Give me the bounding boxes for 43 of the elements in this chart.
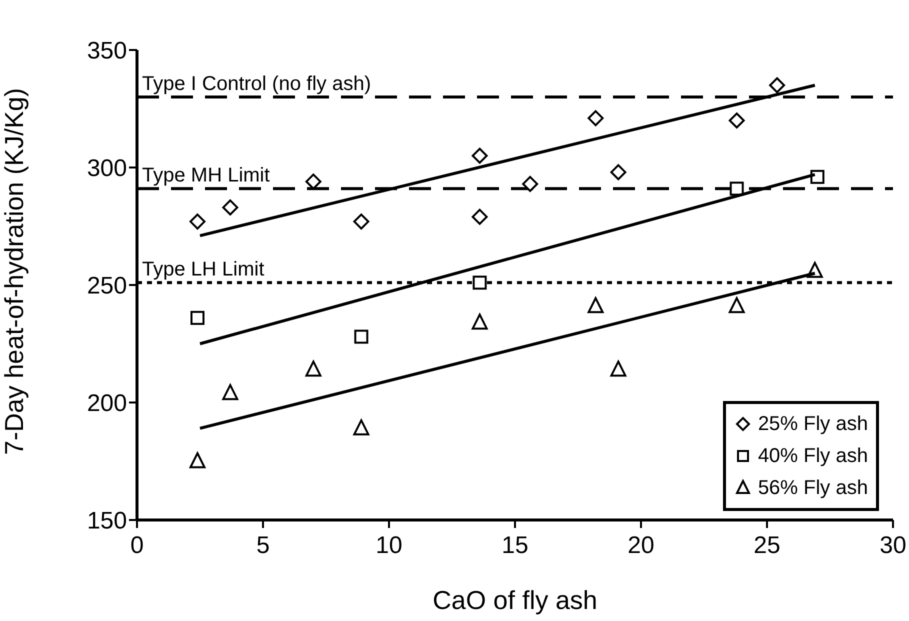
point	[588, 297, 604, 314]
point	[190, 310, 204, 325]
point	[522, 176, 538, 192]
x-tick-label: 15	[502, 532, 528, 560]
y-tick-label: 250	[86, 272, 127, 300]
ref-line-label: Type MH Limit	[142, 164, 270, 187]
y-tick-label: 350	[86, 38, 127, 65]
x-tick-label: 10	[376, 532, 402, 560]
point	[189, 452, 206, 468]
point	[472, 208, 488, 225]
x-tick-label: 0	[130, 532, 144, 560]
x-tick-label: 20	[628, 532, 654, 560]
point	[354, 330, 368, 344]
x-tick-label: 30	[880, 532, 906, 560]
point	[588, 110, 604, 126]
legend-label: 56% Fly ash	[758, 476, 868, 501]
y-tick-label: 300	[86, 155, 127, 182]
point	[305, 360, 322, 377]
point	[472, 276, 487, 290]
point	[610, 164, 626, 180]
point	[472, 314, 488, 330]
y-tick-label: 200	[86, 390, 127, 418]
point	[472, 148, 488, 164]
point	[769, 77, 786, 94]
y-tick-label: 150	[86, 508, 127, 535]
point	[810, 170, 824, 184]
point	[222, 384, 238, 400]
point	[189, 214, 206, 230]
point	[728, 297, 745, 314]
point	[353, 214, 370, 230]
point	[610, 360, 626, 377]
point	[730, 182, 744, 196]
ref-line-label: Type LH Limit	[142, 258, 265, 281]
ref-line-label: Type I Control (no fly ash)	[142, 73, 371, 95]
legend-label: 40% Fly ash	[758, 444, 868, 469]
point	[222, 199, 238, 216]
y-axis-title: 7-Day heat-of-hydration (KJ/Kg)	[0, 88, 30, 455]
x-tick-label: 25	[754, 532, 780, 560]
point	[728, 112, 745, 128]
legend-label: 25% Fly ash	[758, 412, 868, 437]
point	[353, 419, 370, 436]
x-axis-title: CaO of fly ash	[432, 585, 598, 615]
x-tick-label: 5	[256, 532, 270, 560]
